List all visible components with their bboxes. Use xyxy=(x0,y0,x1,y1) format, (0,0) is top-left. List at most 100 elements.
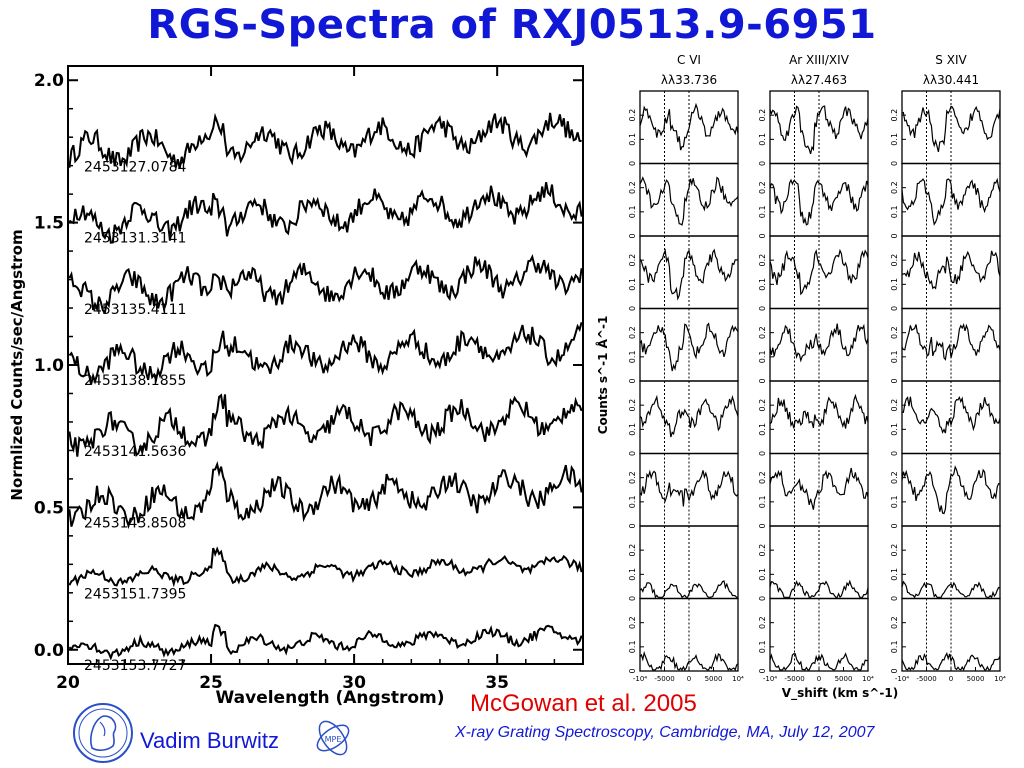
spectrum-label-3: 2453135.4111 xyxy=(84,302,186,318)
subpanel-y-tick-label: 0.1 xyxy=(890,423,899,436)
subpanel-x-tick-label: 5000 xyxy=(967,675,985,683)
y-tick-label: 1.0 xyxy=(34,356,64,376)
spectrum-label-2: 2453131.3141 xyxy=(84,231,186,247)
y-tick-label: 0.5 xyxy=(34,498,64,518)
column-ion-header: S XIV xyxy=(935,53,967,67)
subpanel-x-tick-label: 0 xyxy=(949,675,953,683)
subpanel-y-tick-label: 0.2 xyxy=(628,326,637,339)
subpanel-trace xyxy=(769,105,869,155)
subpanel-trace xyxy=(901,323,1001,361)
subpanel-x-tick-label: 0 xyxy=(817,675,821,683)
subpanel-y-tick-label: 0.1 xyxy=(890,640,899,653)
right-panels-chart: 0 0.1 0.2 0 0.1 0.2 0 0.1 0.2 0 0.1 0.2 0 0.1 0.2 0 0.1 0… xyxy=(595,53,1006,701)
left-series-group xyxy=(68,112,583,661)
subpanel-y-tick-label: 0.2 xyxy=(890,181,899,194)
subpanel-x-tick-label: 5000 xyxy=(835,675,853,683)
subpanel-trace xyxy=(769,467,869,510)
spectrum-label-7: 2453151.7395 xyxy=(84,587,186,603)
subpanel-x-tick-label: -5000 xyxy=(916,675,936,683)
subpanel-y-tick-label: 0 xyxy=(628,668,637,673)
subpanel-y-tick-label: 0.2 xyxy=(758,254,767,267)
subpanel-trace xyxy=(639,248,739,301)
subpanel-x-tick-label: 0 xyxy=(687,675,691,683)
subpanel-y-tick-label: 0 xyxy=(758,378,767,383)
subpanel-trace xyxy=(769,178,869,226)
subpanel-y-tick-label: 0 xyxy=(758,306,767,311)
column-ion-header: C VI xyxy=(677,53,701,67)
subpanel-y-tick-label: 0 xyxy=(628,523,637,528)
column-line-header: λλ27.463 xyxy=(791,73,847,87)
subpanel-trace xyxy=(901,651,1001,672)
subpanel-trace xyxy=(769,323,869,363)
subpanel-y-tick-label: 0 xyxy=(628,306,637,311)
subpanel-y-tick-label: 0 xyxy=(758,596,767,601)
subpanel-y-tick-label: 0 xyxy=(758,233,767,238)
column-line-header: λλ30.441 xyxy=(923,73,979,87)
right-x-axis-label: V_shift (km s^-1) xyxy=(782,686,898,701)
x-tick-label: 30 xyxy=(342,673,366,693)
subpanel-y-tick-label: 0.2 xyxy=(890,471,899,484)
right-y-axis-label: Counts s^-1 Å^-1 xyxy=(595,316,610,435)
subpanel-y-tick-label: 0.1 xyxy=(628,133,637,146)
subpanel-y-tick-label: 0.2 xyxy=(628,254,637,267)
subpanel-y-tick-label: 0.1 xyxy=(890,133,899,146)
subpanel-y-tick-label: 0.1 xyxy=(758,133,767,146)
x-tick-label: 25 xyxy=(199,673,223,693)
subpanel-y-tick-label: 0.2 xyxy=(628,399,637,412)
spectrum-line-6 xyxy=(68,461,583,530)
subpanel-y-tick-label: 0 xyxy=(890,233,899,238)
subpanel-trace xyxy=(901,580,1001,599)
subpanel-y-tick-label: 0 xyxy=(890,451,899,456)
subpanel-trace xyxy=(769,248,869,296)
subpanel-y-tick-label: 0.2 xyxy=(890,109,899,122)
subpanel-y-tick-label: 0.2 xyxy=(628,616,637,629)
subpanel-y-tick-label: 0.1 xyxy=(890,568,899,581)
spectrum-label-6: 2453143.8508 xyxy=(84,515,186,531)
subpanel-y-tick-label: 0 xyxy=(628,451,637,456)
subpanel-trace xyxy=(901,395,1001,434)
subpanel-y-tick-label: 0 xyxy=(890,596,899,601)
spectrum-line-8 xyxy=(68,623,583,661)
subpanel-y-tick-label: 0 xyxy=(628,596,637,601)
spectrum-line-1 xyxy=(68,112,582,169)
subpanel-y-tick-label: 0.2 xyxy=(890,544,899,557)
subpanel-x-tick-label: -10⁴ xyxy=(895,675,909,683)
right-column-headers: C VI λλ33.736 Ar XIII/XIV λλ27.463 S XIV λλ30… xyxy=(661,53,979,87)
x-tick-label: 35 xyxy=(485,673,509,693)
left-x-axis-label: Wavelength (Angstrom) xyxy=(216,688,445,708)
subpanel-y-tick-label: 0.2 xyxy=(758,544,767,557)
subpanel-x-tick-label: 10⁴ xyxy=(862,675,874,683)
subpanel-y-tick-label: 0.1 xyxy=(758,205,767,218)
subpanel-x-tick-label: 5000 xyxy=(705,675,723,683)
subpanel-trace xyxy=(901,465,1001,515)
subpanel-x-tick-label: 10⁴ xyxy=(732,675,744,683)
subpanel-y-tick-label: 0.1 xyxy=(758,278,767,291)
subpanel-y-tick-label: 0 xyxy=(758,161,767,166)
subpanel-y-tick-label: 0.1 xyxy=(890,205,899,218)
subpanel-y-tick-label: 0 xyxy=(628,378,637,383)
y-tick-label: 0.0 xyxy=(34,641,64,661)
subpanel-y-tick-label: 0.2 xyxy=(628,471,637,484)
spectrum-label-5: 2453141.5636 xyxy=(84,444,187,460)
spectrum-line-5 xyxy=(68,393,583,457)
subpanel-y-tick-label: 0.2 xyxy=(628,544,637,557)
subpanel-trace xyxy=(639,580,738,599)
spectrum-line-4 xyxy=(68,322,583,385)
subpanel-trace xyxy=(639,322,739,372)
subpanel-y-tick-label: 0.1 xyxy=(758,568,767,581)
author-name: Vadim Burwitz xyxy=(140,728,279,753)
subpanel-y-tick-label: 0.2 xyxy=(758,616,767,629)
spectrum-label-1: 2453127.0784 xyxy=(84,159,187,175)
subpanel-y-tick-label: 0 xyxy=(628,233,637,238)
subpanel-y-tick-label: 0 xyxy=(758,451,767,456)
subpanel-y-tick-label: 0.1 xyxy=(758,495,767,508)
subpanel-trace xyxy=(639,176,739,226)
subpanel-y-tick-label: 0.2 xyxy=(758,109,767,122)
subpanel-x-tick-label: -5000 xyxy=(784,675,804,683)
subpanel-y-tick-label: 0.1 xyxy=(628,423,637,436)
y-tick-label: 2.0 xyxy=(34,71,64,91)
subpanel-trace xyxy=(639,650,739,672)
spectrum-line-7 xyxy=(68,546,583,588)
subpanel-y-tick-label: 0.2 xyxy=(758,181,767,194)
